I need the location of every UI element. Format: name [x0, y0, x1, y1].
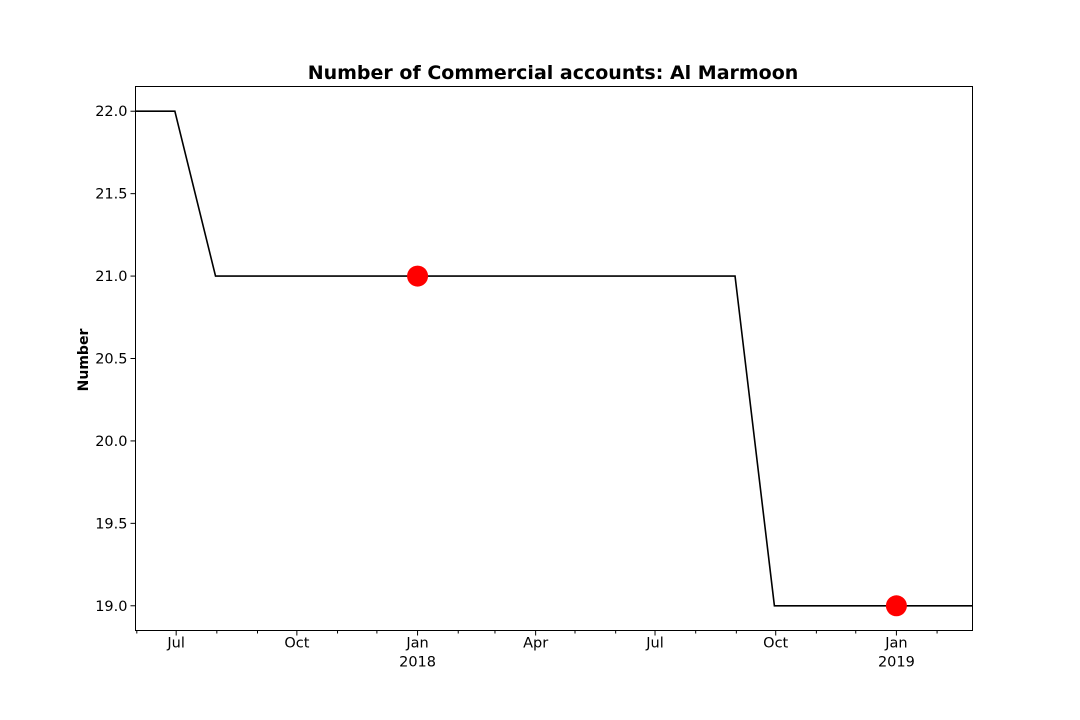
y-axis-label: Number	[76, 329, 92, 392]
chart-title: Number of Commercial accounts: Al Marmoo…	[308, 62, 799, 84]
plot-frame	[135, 86, 973, 631]
x-tick-label: Jan	[884, 636, 907, 652]
x-tick-label: Oct	[763, 636, 788, 652]
x-tick-label: Jul	[166, 636, 185, 652]
x-tick-sublabel: 2018	[399, 655, 436, 671]
x-tick-label: Jan	[405, 636, 428, 652]
y-tick-label: 19.0	[95, 599, 127, 615]
x-tick-label: Jul	[645, 636, 664, 652]
y-tick-label: 21.5	[95, 187, 127, 203]
y-tick-label: 20.0	[95, 434, 127, 450]
x-tick-label: Oct	[284, 636, 309, 652]
data-marker	[407, 265, 429, 287]
x-tick-label: Apr	[523, 636, 548, 652]
y-tick-label: 22.0	[95, 104, 127, 120]
y-tick-label: 19.5	[95, 516, 127, 532]
x-tick-sublabel: 2019	[878, 655, 915, 671]
y-tick-label: 21.0	[95, 269, 127, 285]
y-tick-label: 20.5	[95, 352, 127, 368]
series-line	[135, 110, 973, 607]
data-marker	[885, 595, 907, 617]
